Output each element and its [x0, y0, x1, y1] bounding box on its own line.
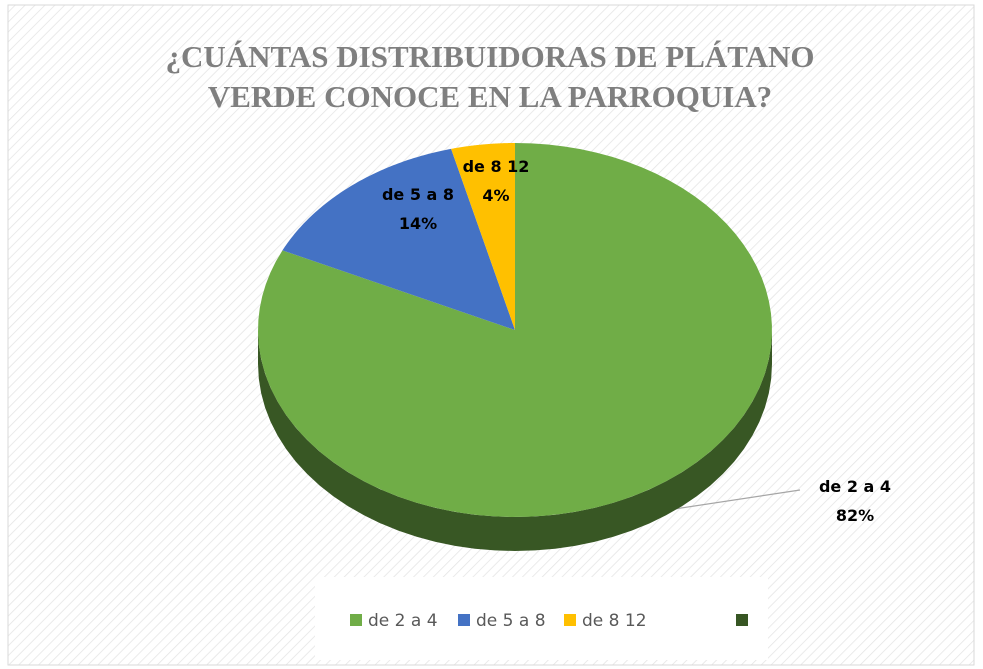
chart-title: ¿CUÁNTAS DISTRIBUIDORAS DE PLÁTANO — [165, 39, 814, 74]
legend-swatch — [458, 614, 470, 626]
chart-subtitle: VERDE CONOCE EN LA PARROQUIA? — [208, 79, 772, 114]
legend-swatch — [564, 614, 576, 626]
legend-box — [315, 577, 768, 660]
pie-slice — [451, 143, 515, 330]
legend-swatch — [350, 614, 362, 626]
data-label-value: 14% — [399, 214, 437, 233]
leader-line — [667, 489, 801, 511]
legend-label: de 2 a 4 — [368, 611, 438, 631]
data-label-value: 4% — [482, 186, 509, 205]
data-label-name: de 8 12 — [463, 157, 530, 176]
legend-label: de 5 a 8 — [476, 611, 546, 631]
data-label-name: de 5 a 8 — [382, 185, 454, 204]
pie-slice — [282, 148, 515, 330]
data-label-value: 82% — [836, 506, 874, 525]
pie-slice — [258, 143, 772, 517]
data-label-name: de 2 a 4 — [819, 477, 891, 496]
legend-label: de 8 12 — [582, 611, 647, 631]
legend-swatch — [736, 614, 748, 626]
pie-side — [258, 330, 772, 551]
